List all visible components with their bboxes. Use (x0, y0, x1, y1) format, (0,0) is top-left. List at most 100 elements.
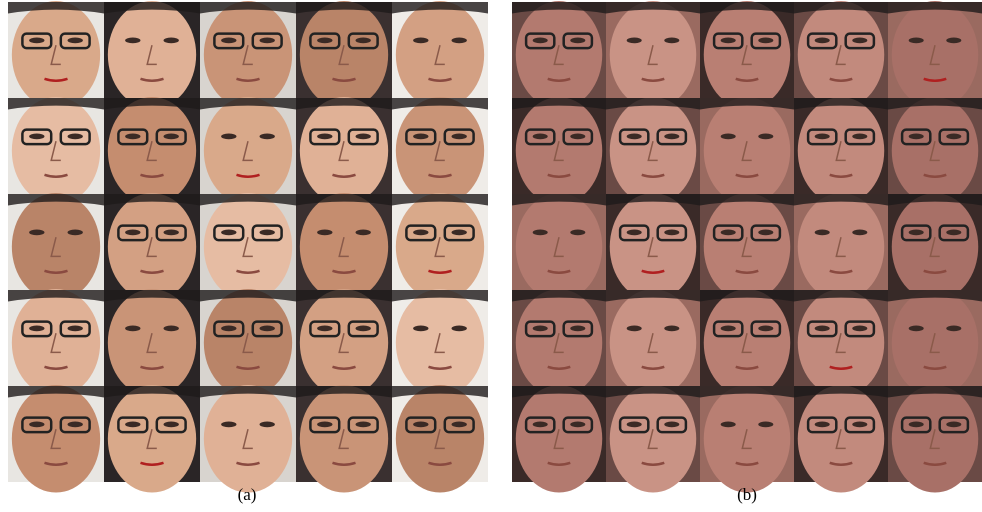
face-tile (296, 193, 392, 301)
eye (125, 230, 140, 236)
face-tile (200, 97, 296, 205)
caption-a: (a) (238, 485, 257, 504)
eye (125, 422, 140, 428)
eye (533, 326, 548, 332)
face (516, 289, 602, 397)
eye (221, 326, 236, 332)
face-tile (392, 193, 488, 301)
face (12, 1, 100, 109)
face (108, 1, 196, 109)
face-tile (104, 193, 200, 301)
eye (164, 422, 179, 428)
eye (413, 326, 428, 332)
eye (758, 134, 773, 140)
face-tile (392, 97, 488, 205)
eye (533, 230, 548, 236)
eye (852, 422, 867, 428)
face (300, 385, 388, 493)
eye (852, 134, 867, 140)
face-tile (794, 385, 888, 493)
face-tile (512, 289, 606, 397)
eye (852, 326, 867, 332)
face-tile (296, 97, 392, 205)
eye (260, 422, 275, 428)
eye (909, 326, 924, 332)
eye (29, 230, 44, 236)
face-tile (104, 289, 200, 397)
face (892, 97, 978, 205)
face-tile (700, 385, 794, 493)
face (108, 97, 196, 205)
eye (946, 422, 961, 428)
face (108, 385, 196, 493)
face-tile (700, 97, 794, 205)
face-tile (700, 289, 794, 397)
face (798, 97, 884, 205)
face (798, 385, 884, 493)
eye (627, 38, 642, 44)
face-tile (606, 289, 700, 397)
face-tile (512, 193, 606, 301)
eye (68, 134, 83, 140)
eye (68, 38, 83, 44)
eye (413, 38, 428, 44)
face-tile (606, 385, 700, 493)
eye (452, 134, 467, 140)
face (204, 193, 292, 301)
face (396, 1, 484, 109)
face (516, 1, 602, 109)
face (300, 289, 388, 397)
face (892, 1, 978, 109)
face-tile (392, 289, 488, 397)
face (396, 385, 484, 493)
eye (317, 38, 332, 44)
face-tile (8, 193, 104, 301)
eye (317, 134, 332, 140)
face-tile (296, 289, 392, 397)
face (704, 289, 790, 397)
eye (664, 326, 679, 332)
face (516, 193, 602, 301)
eye (452, 422, 467, 428)
face-tile (296, 1, 392, 109)
eye (721, 230, 736, 236)
face-tile (606, 1, 700, 109)
face (516, 385, 602, 493)
eye (627, 230, 642, 236)
eye (533, 422, 548, 428)
face-tile (104, 385, 200, 493)
eye (946, 38, 961, 44)
face (12, 385, 100, 493)
face-tile (606, 97, 700, 205)
eye (29, 38, 44, 44)
eye (125, 134, 140, 140)
face (396, 193, 484, 301)
eye (452, 326, 467, 332)
face-tile (200, 1, 296, 109)
eye (758, 422, 773, 428)
face (610, 385, 696, 493)
eye (221, 134, 236, 140)
eye (627, 134, 642, 140)
face-tile (8, 97, 104, 205)
eye (260, 38, 275, 44)
face (396, 289, 484, 397)
face-tile (512, 385, 606, 493)
face-tile (8, 1, 104, 109)
face (12, 97, 100, 205)
eye (260, 134, 275, 140)
eye (413, 230, 428, 236)
eye (721, 422, 736, 428)
caption-b: (b) (737, 485, 757, 504)
eye (570, 230, 585, 236)
eye (758, 230, 773, 236)
face (516, 97, 602, 205)
eye (164, 230, 179, 236)
eye (356, 422, 371, 428)
face-grid-a (8, 1, 488, 493)
eye (356, 38, 371, 44)
eye (164, 38, 179, 44)
eye (260, 326, 275, 332)
face (798, 193, 884, 301)
face (12, 289, 100, 397)
